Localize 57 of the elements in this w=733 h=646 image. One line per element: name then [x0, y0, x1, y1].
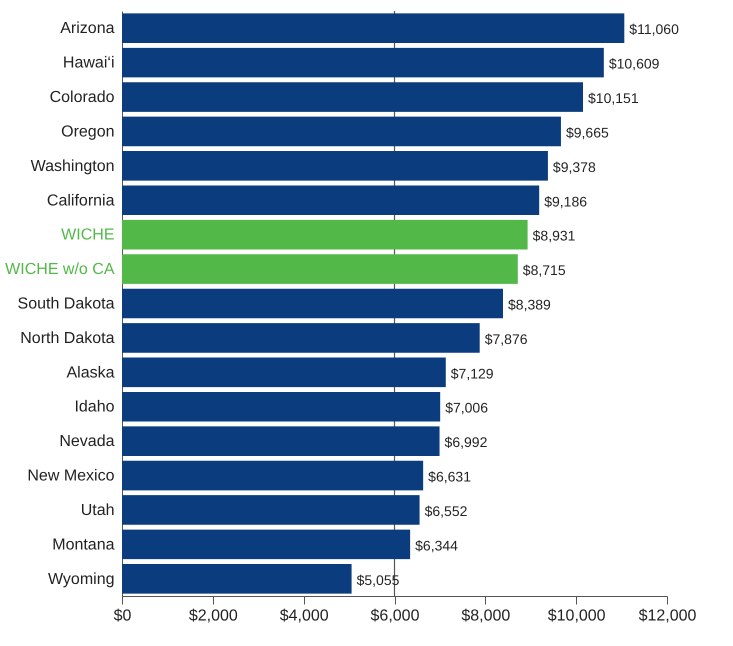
- data-label: $6,344: [415, 537, 458, 554]
- y-tick-label: North Dakota: [20, 330, 115, 347]
- bar: [122, 392, 440, 422]
- data-label: $8,931: [532, 228, 576, 244]
- data-label: $9,378: [552, 158, 596, 175]
- data-label: $9,665: [566, 124, 609, 140]
- y-tick-label: Washington: [30, 158, 114, 175]
- y-tick-label: South Dakota: [18, 296, 115, 312]
- x-tick-label: $10,000: [548, 608, 606, 624]
- y-tick-label: Hawai‘i: [62, 54, 114, 72]
- bar: [122, 151, 548, 181]
- y-tick-label: Utah: [80, 502, 114, 519]
- data-label: $8,389: [508, 296, 552, 312]
- y-tick-label: Wyoming: [48, 570, 114, 588]
- x-tick-label: $8,000: [461, 608, 510, 624]
- x-tick-label: $12,000: [638, 608, 697, 624]
- bar: [122, 426, 440, 456]
- y-tick-label: Nevada: [59, 433, 115, 450]
- y-tick-label: WICHE w/o CA: [5, 261, 115, 278]
- y-tick-label: Alaska: [66, 364, 115, 382]
- bar: [122, 358, 446, 388]
- y-tick-label: Idaho: [74, 398, 115, 416]
- data-label: $6,552: [424, 502, 468, 519]
- data-label: $7,876: [484, 330, 528, 347]
- x-tick-label: $4,000: [280, 608, 329, 624]
- data-label: $11,060: [629, 21, 680, 38]
- bar: [122, 116, 561, 146]
- bar: [122, 288, 503, 318]
- bar: [122, 48, 604, 78]
- data-label: $6,631: [428, 468, 472, 485]
- bar: [122, 460, 424, 490]
- bar: [122, 82, 584, 112]
- bar: [122, 530, 410, 560]
- y-tick-label: Montana: [52, 536, 115, 554]
- bar: [122, 495, 420, 525]
- bar: [122, 13, 624, 44]
- bar: [122, 564, 352, 594]
- bar: [122, 185, 540, 216]
- bar: [122, 254, 518, 284]
- y-tick-label: Arizona: [60, 20, 115, 38]
- y-tick-label: California: [46, 192, 115, 210]
- data-label: $10,609: [608, 56, 660, 72]
- data-label: $9,186: [544, 193, 588, 210]
- data-label: $6,992: [444, 434, 488, 450]
- bar: [122, 323, 480, 353]
- x-tick-label: $6,000: [370, 608, 420, 624]
- y-tick-label: WICHE: [61, 226, 114, 244]
- y-tick-label: Oregon: [61, 123, 114, 140]
- data-label: $7,129: [450, 365, 494, 382]
- y-tick-label: New Mexico: [27, 468, 115, 485]
- bar: [122, 220, 528, 250]
- data-label: $8,715: [522, 262, 566, 278]
- y-tick-label: Colorado: [50, 89, 115, 106]
- x-tick-label: $2,000: [188, 608, 238, 624]
- x-tick-label: $0: [114, 608, 132, 624]
- data-label: $7,006: [445, 400, 488, 416]
- data-label: $10,151: [588, 90, 639, 106]
